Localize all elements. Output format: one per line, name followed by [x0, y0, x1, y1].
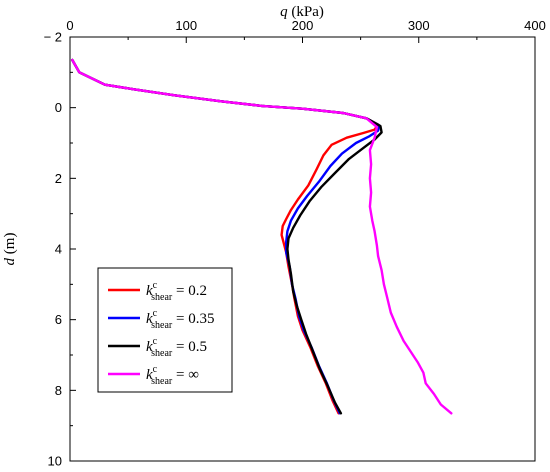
legend: kc shear = 0.2 kc shear = 0.35 kc shear = 0.5… — [97, 267, 233, 393]
y-tick-label: 4 — [55, 242, 62, 257]
legend-box — [97, 267, 233, 393]
x-tick-label: 300 — [408, 18, 430, 33]
x-axis-unit: (kPa) — [288, 4, 324, 20]
legend-label-4: kc shear = ∞ — [146, 364, 199, 387]
legend-label-1: kc shear = 0.2 — [146, 280, 207, 303]
legend-label-3: kc shear = 0.5 — [146, 336, 207, 359]
y-tick-label: 10 — [48, 454, 62, 469]
y-axis-symbol: d — [2, 257, 18, 265]
series-lines — [71, 58, 453, 415]
x-tick-label: 400 — [524, 18, 546, 33]
y-axis-ticks: − 2 0 2 4 6 8 10 — [44, 30, 76, 469]
legend-entries: kc shear = 0.2 kc shear = 0.35 kc shear = 0.5… — [108, 280, 214, 387]
y-axis-unit: (m) — [2, 233, 18, 258]
y-tick-label: 6 — [55, 312, 62, 327]
legend-label-2: kc shear = 0.35 — [146, 308, 214, 331]
y-tick-label: 0 — [55, 100, 62, 115]
x-axis-title: q (kPa) — [280, 4, 324, 20]
y-tick-label: 8 — [55, 383, 62, 398]
y-tick-label: − 2 — [44, 30, 62, 45]
x-tick-label: 100 — [175, 18, 197, 33]
y-axis-title: d (m) — [2, 233, 18, 266]
x-tick-label: 0 — [66, 18, 73, 33]
series-line-4 — [71, 58, 453, 415]
x-axis-symbol: q — [280, 4, 288, 20]
y-tick-label: 2 — [55, 171, 62, 186]
x-tick-label: 200 — [292, 18, 314, 33]
x-axis-ticks: 0 100 200 300 400 — [66, 18, 546, 43]
plot-area — [69, 36, 536, 462]
